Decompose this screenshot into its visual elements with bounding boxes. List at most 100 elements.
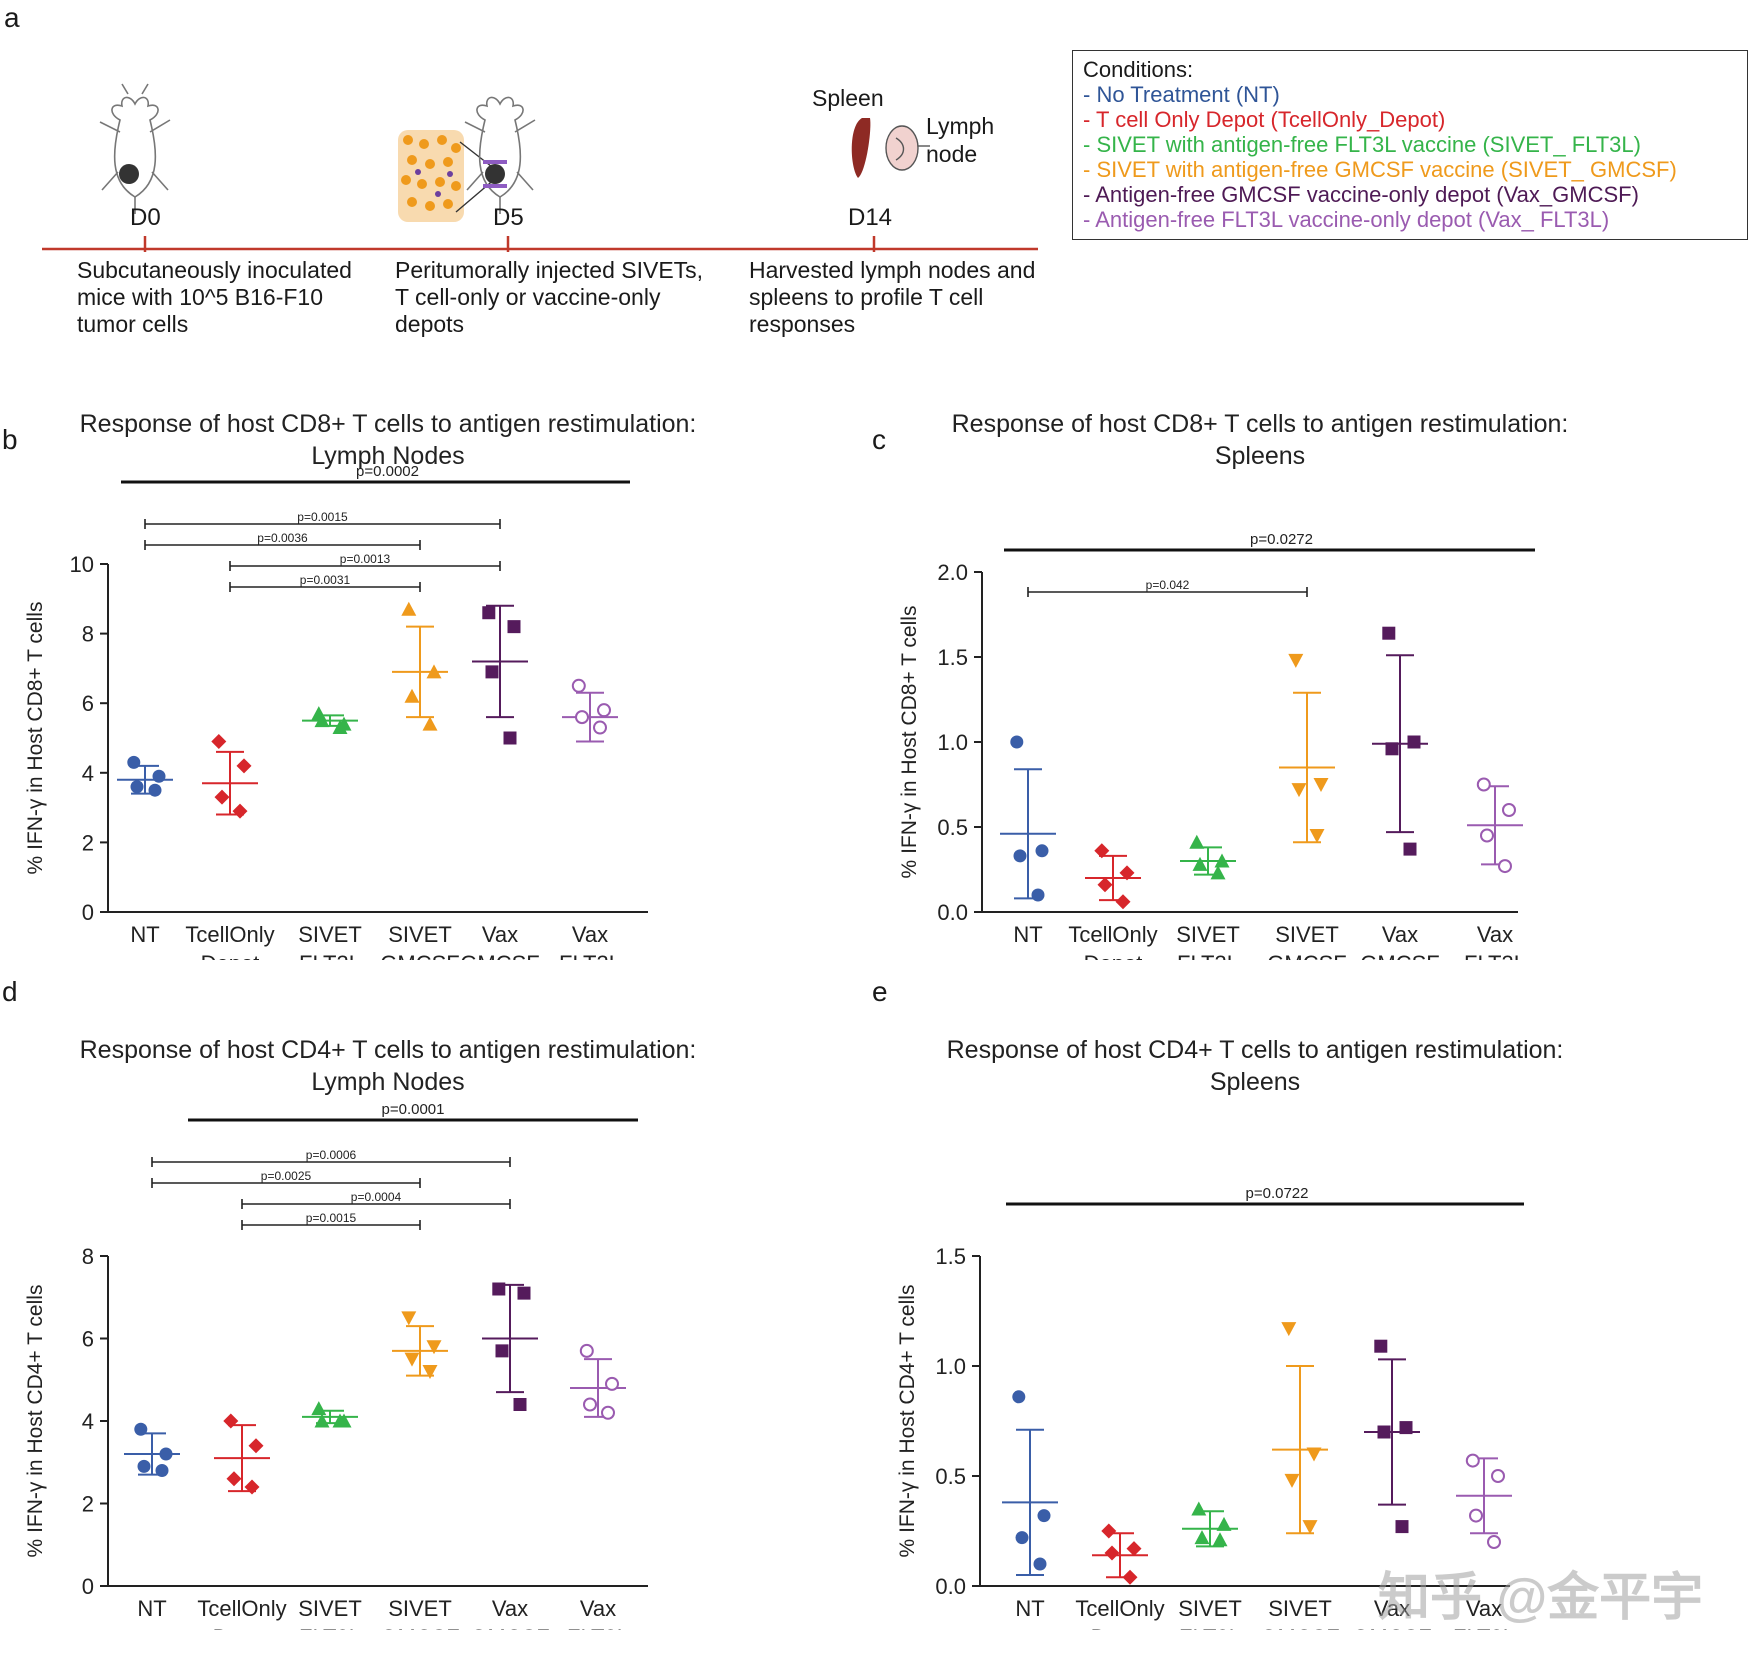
data-point	[1101, 1523, 1117, 1539]
data-point	[507, 620, 521, 634]
chart-title: Response of host CD4+ T cells to antigen…	[947, 1036, 1564, 1064]
group-sivet-flt3l	[302, 1401, 358, 1428]
data-point	[1015, 1531, 1029, 1545]
group-sivet-gmcsf	[1279, 653, 1335, 844]
data-point	[127, 755, 141, 769]
x-tick-label: Vax	[1374, 1596, 1410, 1621]
mouse-illustration-d5	[464, 96, 536, 214]
data-point	[232, 803, 248, 819]
data-point	[148, 783, 162, 797]
y-tick-label: 4	[82, 761, 94, 786]
y-tick-label: 2	[82, 830, 94, 855]
y-tick-label: 8	[82, 1244, 94, 1269]
y-axis-label: % IFN-γ in Host CD4+ T cells	[24, 1285, 47, 1558]
x-tick-label: Depot	[201, 951, 260, 960]
timeline-day-d14: D14	[848, 204, 893, 231]
data-point	[495, 1344, 509, 1358]
x-tick-label: FLT3L	[299, 951, 361, 960]
group-vax-flt3l	[1456, 1453, 1512, 1549]
data-point	[503, 731, 517, 745]
group-vax-gmcsf	[1372, 626, 1428, 856]
data-point	[1403, 842, 1417, 856]
x-tick-label: NT	[1013, 922, 1042, 947]
x-tick-label: TcellOnly	[1075, 1596, 1164, 1621]
data-point	[1309, 829, 1325, 843]
significance-label: p=0.0006	[306, 1148, 357, 1162]
data-point	[1476, 777, 1491, 792]
data-point	[1115, 894, 1131, 910]
organ-label-lymph-node: Lymph node	[926, 113, 995, 167]
y-tick-label: 2.0	[937, 560, 968, 585]
x-tick-label: TcellOnly	[197, 1596, 286, 1621]
group-vax-flt3l	[570, 1343, 626, 1420]
x-tick-label: Vax	[572, 922, 608, 947]
chart-subtitle: Spleens	[1210, 1068, 1300, 1096]
x-tick-label: Vax	[482, 922, 518, 947]
data-point	[155, 1464, 169, 1477]
x-tick-label: SIVET	[298, 922, 362, 947]
timeline-day-d5: D5	[493, 204, 524, 231]
data-point	[426, 664, 442, 679]
group-sivet-gmcsf	[1272, 1322, 1328, 1535]
legend-item-label: No Treatment (NT)	[1096, 82, 1280, 107]
data-point	[583, 1397, 597, 1412]
chart-cd8-lymph-nodes: Response of host CD8+ T cells to antigen…	[24, 410, 697, 960]
x-tick-label: FLT3L	[559, 951, 621, 960]
y-tick-label: 0.0	[937, 900, 968, 925]
data-point	[248, 1438, 264, 1454]
y-tick-label: 1.0	[937, 730, 968, 755]
y-axis-label: % IFN-γ in Host CD8+ T cells	[24, 602, 47, 875]
data-point	[1214, 853, 1230, 868]
data-point	[236, 758, 252, 774]
data-point	[1010, 735, 1024, 749]
group-tcellonly	[1085, 843, 1141, 910]
timeline-step-inoculation: Subcutaneously inoculated mice with 10^5…	[77, 257, 352, 337]
significance-label: p=0.0001	[382, 1101, 445, 1118]
group-nt	[1000, 735, 1056, 902]
organ-label-spleen: Spleen	[812, 85, 884, 111]
x-tick-label: SIVET	[388, 922, 452, 947]
data-point	[601, 1405, 615, 1420]
data-point	[1313, 778, 1329, 792]
significance-label: p=0.0015	[306, 1211, 357, 1225]
legend-title: Conditions:	[1083, 57, 1194, 82]
data-point	[1012, 1390, 1026, 1404]
group-nt	[124, 1422, 180, 1477]
legend-item-vax-gmcsf: - Antigen-free GMCSF vaccine-only depot …	[1083, 182, 1639, 207]
y-axis-label: % IFN-γ in Host CD8+ T cells	[898, 606, 921, 879]
x-tick-label: Vax	[580, 1596, 616, 1621]
legend-item-vax-flt3l: - Antigen-free FLT3L vaccine-only depot …	[1083, 207, 1610, 232]
data-point	[1302, 1520, 1318, 1535]
data-point	[1385, 742, 1399, 756]
data-point	[593, 720, 607, 735]
data-point	[1498, 859, 1512, 874]
data-point	[513, 1398, 527, 1411]
group-tcellonly	[1092, 1523, 1148, 1585]
group-sivet-gmcsf	[392, 1311, 448, 1379]
data-point	[1104, 1545, 1120, 1561]
legend-item-label: T cell Only Depot (TcellOnly_Depot)	[1096, 107, 1446, 132]
legend-item-nt: - No Treatment (NT)	[1083, 82, 1280, 107]
x-tick-label: Depot	[213, 1625, 272, 1630]
x-tick-label: Depot	[1084, 951, 1143, 960]
group-nt	[1002, 1390, 1058, 1576]
x-tick-label: Vax	[1477, 922, 1513, 947]
data-point	[1122, 1569, 1138, 1585]
data-point	[1377, 1425, 1391, 1439]
y-tick-label: 4	[82, 1409, 94, 1434]
group-tcellonly	[214, 1413, 270, 1495]
data-point	[1194, 1530, 1210, 1545]
data-point	[1487, 1535, 1501, 1549]
data-point	[1216, 1516, 1232, 1531]
data-point	[404, 1352, 420, 1367]
chart-subtitle: Lymph Nodes	[311, 1068, 464, 1096]
y-tick-label: 0.5	[937, 815, 968, 840]
x-tick-label: Vax	[492, 1596, 528, 1621]
data-point	[1031, 888, 1045, 902]
data-point	[1502, 803, 1516, 817]
x-tick-label: FLT3L	[1179, 1625, 1241, 1630]
timeline-step-injection: Peritumorally injected SIVETs, T cell-on…	[395, 257, 704, 337]
data-point	[1465, 1453, 1480, 1468]
spleen-illustration	[851, 118, 871, 178]
chart-title: Response of host CD8+ T cells to antigen…	[80, 410, 697, 438]
